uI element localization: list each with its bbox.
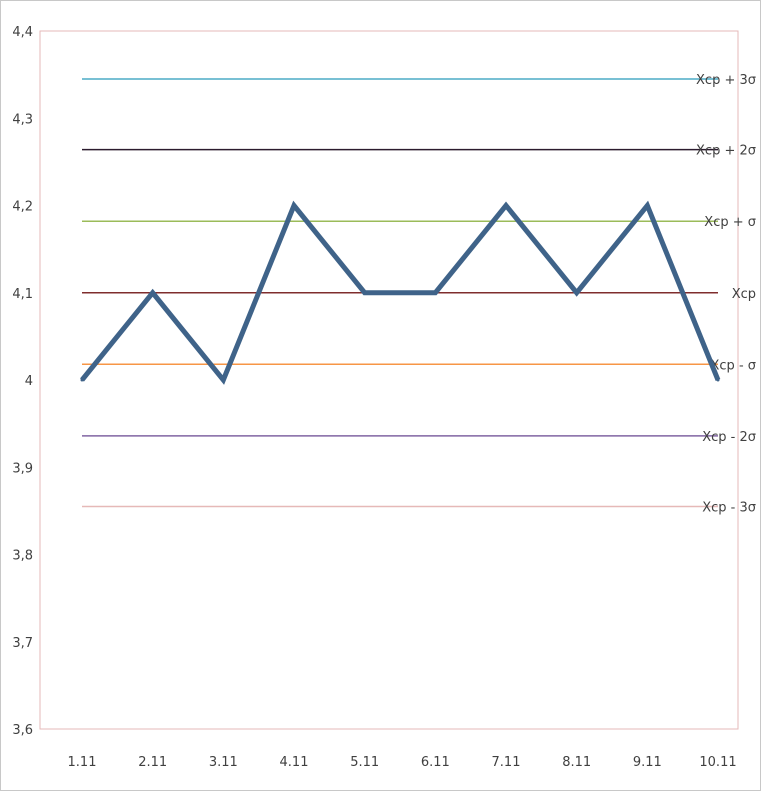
control-line-label: Xcp xyxy=(732,287,756,302)
series-line xyxy=(80,200,721,385)
data-point xyxy=(151,291,155,295)
data-point xyxy=(80,378,84,382)
x-tick-label: 5.11 xyxy=(350,755,379,770)
y-tick-label: 3,9 xyxy=(12,461,33,476)
control-line-label: Xcp - σ xyxy=(711,358,757,373)
data-point xyxy=(433,291,437,295)
data-point xyxy=(221,378,225,382)
data-point xyxy=(363,291,367,295)
x-tick-label: 4.11 xyxy=(280,755,309,770)
data-point xyxy=(645,204,649,207)
y-tick-label: 4,1 xyxy=(12,287,33,302)
x-tick-label: 9.11 xyxy=(633,755,662,770)
data-point xyxy=(716,378,720,382)
control-line-label: Xcp + 2σ xyxy=(696,144,756,159)
x-tick-label: 6.11 xyxy=(421,755,450,770)
y-tick-label: 3,6 xyxy=(12,723,33,738)
y-tick-label: 4,2 xyxy=(12,200,33,215)
x-tick-label: 2.11 xyxy=(138,755,167,770)
plot-area xyxy=(39,30,739,730)
y-tick-label: 4,4 xyxy=(12,25,33,40)
data-point xyxy=(504,204,508,207)
control-line-label: Xcp - 3σ xyxy=(702,501,756,516)
x-tick-label: 7.11 xyxy=(492,755,521,770)
y-tick-label: 4,3 xyxy=(12,112,33,127)
y-tick-label: 3,7 xyxy=(12,636,33,651)
x-tick-label: 1.11 xyxy=(68,755,97,770)
y-tick-label: 4 xyxy=(25,374,33,389)
control-line-label: Xcp + σ xyxy=(704,215,756,230)
control-line-label: Xcp - 2σ xyxy=(702,430,756,445)
data-point xyxy=(575,291,579,295)
x-tick-label: 8.11 xyxy=(562,755,591,770)
data-point xyxy=(292,204,296,207)
y-tick-label: 3,8 xyxy=(12,549,33,564)
x-tick-label: 3.11 xyxy=(209,755,238,770)
x-tick-label: 10.11 xyxy=(699,755,736,770)
control-line-label: Xcp + 3σ xyxy=(696,73,756,88)
